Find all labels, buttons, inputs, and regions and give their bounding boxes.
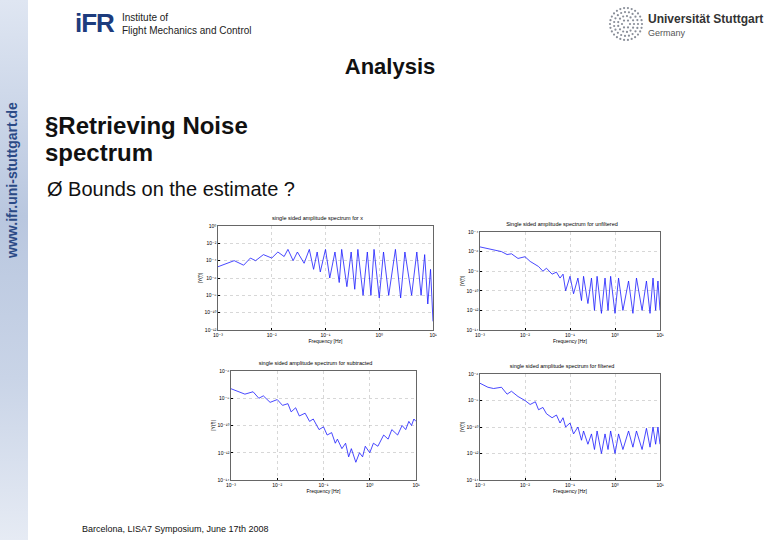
- svg-text:10⁻⁶: 10⁻⁶: [206, 275, 216, 281]
- svg-text:single sided amplitude spectru: single sided amplitude spectrum for subt…: [259, 360, 373, 366]
- svg-text:10⁻¹⁰: 10⁻¹⁰: [467, 424, 479, 430]
- svg-text:10⁻³: 10⁻³: [475, 482, 485, 488]
- html-text:Analysis: Analysis: [344, 54, 436, 79]
- svg-text:10⁻¹: 10⁻¹: [319, 482, 329, 488]
- svg-text:10⁻²: 10⁻²: [520, 332, 530, 338]
- html-text:Germany: Germany: [648, 28, 685, 38]
- svg-text:10⁻¹⁰: 10⁻¹⁰: [218, 422, 230, 428]
- svg-text:|Y(f)|: |Y(f)|: [459, 422, 465, 433]
- svg-text:10⁻⁶: 10⁻⁶: [468, 248, 478, 254]
- svg-text:10⁻²: 10⁻²: [267, 332, 277, 338]
- svg-text:10⁻³: 10⁻³: [213, 332, 223, 338]
- html-text:Flight Mechanics and Control: Flight Mechanics and Control: [122, 25, 252, 36]
- svg-text:10⁻⁸: 10⁻⁸: [468, 268, 478, 274]
- svg-text:10⁰: 10⁰: [611, 332, 619, 338]
- html-text:Universität Stuttgart: Universität Stuttgart: [648, 12, 764, 26]
- svg-text:Frequency [Hz]: Frequency [Hz]: [309, 338, 344, 344]
- svg-text:10¹: 10¹: [656, 482, 664, 488]
- svg-text:10⁻⁸: 10⁻⁸: [468, 397, 478, 403]
- svg-text:Frequency [Hz]: Frequency [Hz]: [553, 488, 588, 494]
- svg-text:10⁻¹: 10⁻¹: [321, 332, 331, 338]
- html-text:Institute of: Institute of: [122, 12, 169, 23]
- svg-text:10⁻¹⁴: 10⁻¹⁴: [466, 477, 478, 483]
- svg-text:10⁻⁴: 10⁻⁴: [206, 257, 216, 263]
- svg-text:|Y(f)|: |Y(f)|: [210, 420, 216, 431]
- svg-text:10⁻³: 10⁻³: [226, 482, 236, 488]
- svg-text:10¹: 10¹: [656, 332, 664, 338]
- svg-text:Frequency [Hz]: Frequency [Hz]: [307, 488, 342, 494]
- svg-text:10⁻¹⁴: 10⁻¹⁴: [466, 327, 478, 333]
- svg-text:10⁻¹⁴: 10⁻¹⁴: [217, 477, 229, 483]
- svg-text:10⁻²: 10⁻²: [272, 482, 282, 488]
- svg-text:10⁻¹⁰: 10⁻¹⁰: [205, 309, 217, 315]
- svg-text:10¹: 10¹: [429, 332, 437, 338]
- svg-text:10⁻²: 10⁻²: [520, 482, 530, 488]
- svg-text:10⁰: 10⁰: [209, 223, 217, 229]
- svg-text:single sided amplitude spectru: single sided amplitude spectrum for filt…: [510, 363, 615, 369]
- svg-text:single sided amplitude spectru: single sided amplitude spectrum for x: [272, 215, 363, 221]
- svg-text:10⁻⁴: 10⁻⁴: [468, 229, 478, 235]
- svg-text:10⁰: 10⁰: [375, 332, 383, 338]
- svg-text:10⁻¹²: 10⁻¹²: [218, 450, 230, 456]
- svg-text:Frequency [Hz]: Frequency [Hz]: [553, 338, 588, 344]
- html-text:iFR: iFR: [75, 8, 114, 38]
- svg-text:Single sided amplitude spectru: Single sided amplitude spectrum for unfi…: [506, 221, 618, 227]
- svg-text:10⁻¹: 10⁻¹: [565, 332, 575, 338]
- svg-text:10⁻⁸: 10⁻⁸: [219, 395, 229, 401]
- svg-text:10⁻¹²: 10⁻¹²: [205, 327, 217, 333]
- svg-text:|Y(f)|: |Y(f)|: [459, 276, 465, 287]
- html-text:§Retrieving Noise spectrum: §Retrieving Noise spectrum: [45, 112, 248, 166]
- svg-text:10⁻²: 10⁻²: [207, 240, 217, 246]
- html-text:Barcelona, LISA7 Symposium, Ju: Barcelona, LISA7 Symposium, June 17th 20…: [82, 524, 269, 534]
- html-text:www.ifr.uni-stuttgart.de: www.ifr.uni-stuttgart.de: [4, 102, 20, 258]
- svg-text:10⁻¹²: 10⁻¹²: [467, 307, 479, 313]
- svg-text:10⁻¹²: 10⁻¹²: [467, 450, 479, 456]
- svg-text:10¹: 10¹: [412, 482, 420, 488]
- svg-text:10⁻⁸: 10⁻⁸: [206, 292, 216, 298]
- svg-text:10⁰: 10⁰: [611, 482, 619, 488]
- svg-text:10⁰: 10⁰: [366, 482, 374, 488]
- svg-text:|Y(f)|: |Y(f)|: [197, 273, 203, 284]
- svg-text:10⁻¹: 10⁻¹: [565, 482, 575, 488]
- svg-text:10⁻⁶: 10⁻⁶: [468, 371, 478, 377]
- html-text:Ø Bounds on the estimate ?: Ø Bounds on the estimate ?: [47, 178, 295, 200]
- svg-text:10⁻⁶: 10⁻⁶: [219, 368, 229, 374]
- svg-text:10⁻³: 10⁻³: [475, 332, 485, 338]
- svg-text:10⁻¹⁰: 10⁻¹⁰: [467, 288, 479, 294]
